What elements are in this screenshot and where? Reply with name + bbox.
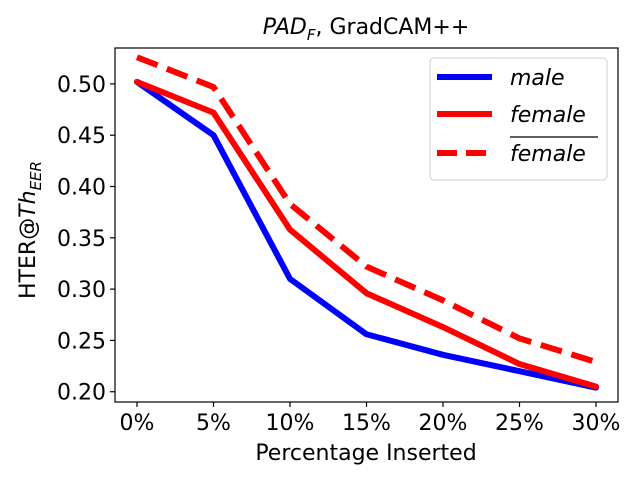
y-axis-label-subscript: EER xyxy=(27,161,45,190)
series-line-male xyxy=(134,78,599,391)
series-layer xyxy=(134,54,599,391)
x-tick-label: 30% xyxy=(572,411,621,436)
y-axis-label: HTER@ThEER xyxy=(16,161,45,299)
x-axis-label: Percentage Inserted xyxy=(255,441,476,466)
legend-box xyxy=(429,57,608,181)
x-tick-label: 20% xyxy=(419,411,468,436)
legend-label: female xyxy=(510,103,586,128)
y-tick-label: 0.40 xyxy=(57,176,106,201)
legend: male female female xyxy=(429,57,608,181)
x-tick-label: 25% xyxy=(495,411,544,436)
y-tick-label: 0.20 xyxy=(57,381,106,406)
y-tick-label: 0.30 xyxy=(57,278,106,303)
x-tick-label: 10% xyxy=(266,411,315,436)
series-line-female-overline xyxy=(135,54,597,365)
x-tick-label: 15% xyxy=(342,411,391,436)
y-tick-label: 0.35 xyxy=(57,227,106,252)
y-tick-label: 0.50 xyxy=(57,73,106,98)
title-main: PAD xyxy=(263,15,307,40)
x-tick-label: 0% xyxy=(120,411,155,436)
y-tick-label: 0.45 xyxy=(57,124,106,149)
y-axis-label-prefix: HTER@ xyxy=(16,218,41,299)
y-axis-label-main: Th xyxy=(16,190,41,217)
legend-label: female xyxy=(510,142,586,167)
x-tick-label: 5% xyxy=(196,411,231,436)
y-axis-label-group: HTER@ThEER xyxy=(16,161,45,299)
x-ticks: 0% 5% 10% 15% 20% 25% 30% xyxy=(120,402,621,436)
legend-items: male female female xyxy=(437,66,598,167)
legend-label: male xyxy=(510,66,565,91)
series-line-female xyxy=(134,78,599,390)
y-ticks: 0.20 0.25 0.30 0.35 0.40 0.45 0.50 xyxy=(57,73,115,406)
title-subscript: F xyxy=(307,26,316,44)
title-rest: , GradCAM++ xyxy=(316,15,470,40)
chart-title: PADF, GradCAM++ xyxy=(263,15,470,44)
y-tick-label: 0.25 xyxy=(57,329,106,354)
